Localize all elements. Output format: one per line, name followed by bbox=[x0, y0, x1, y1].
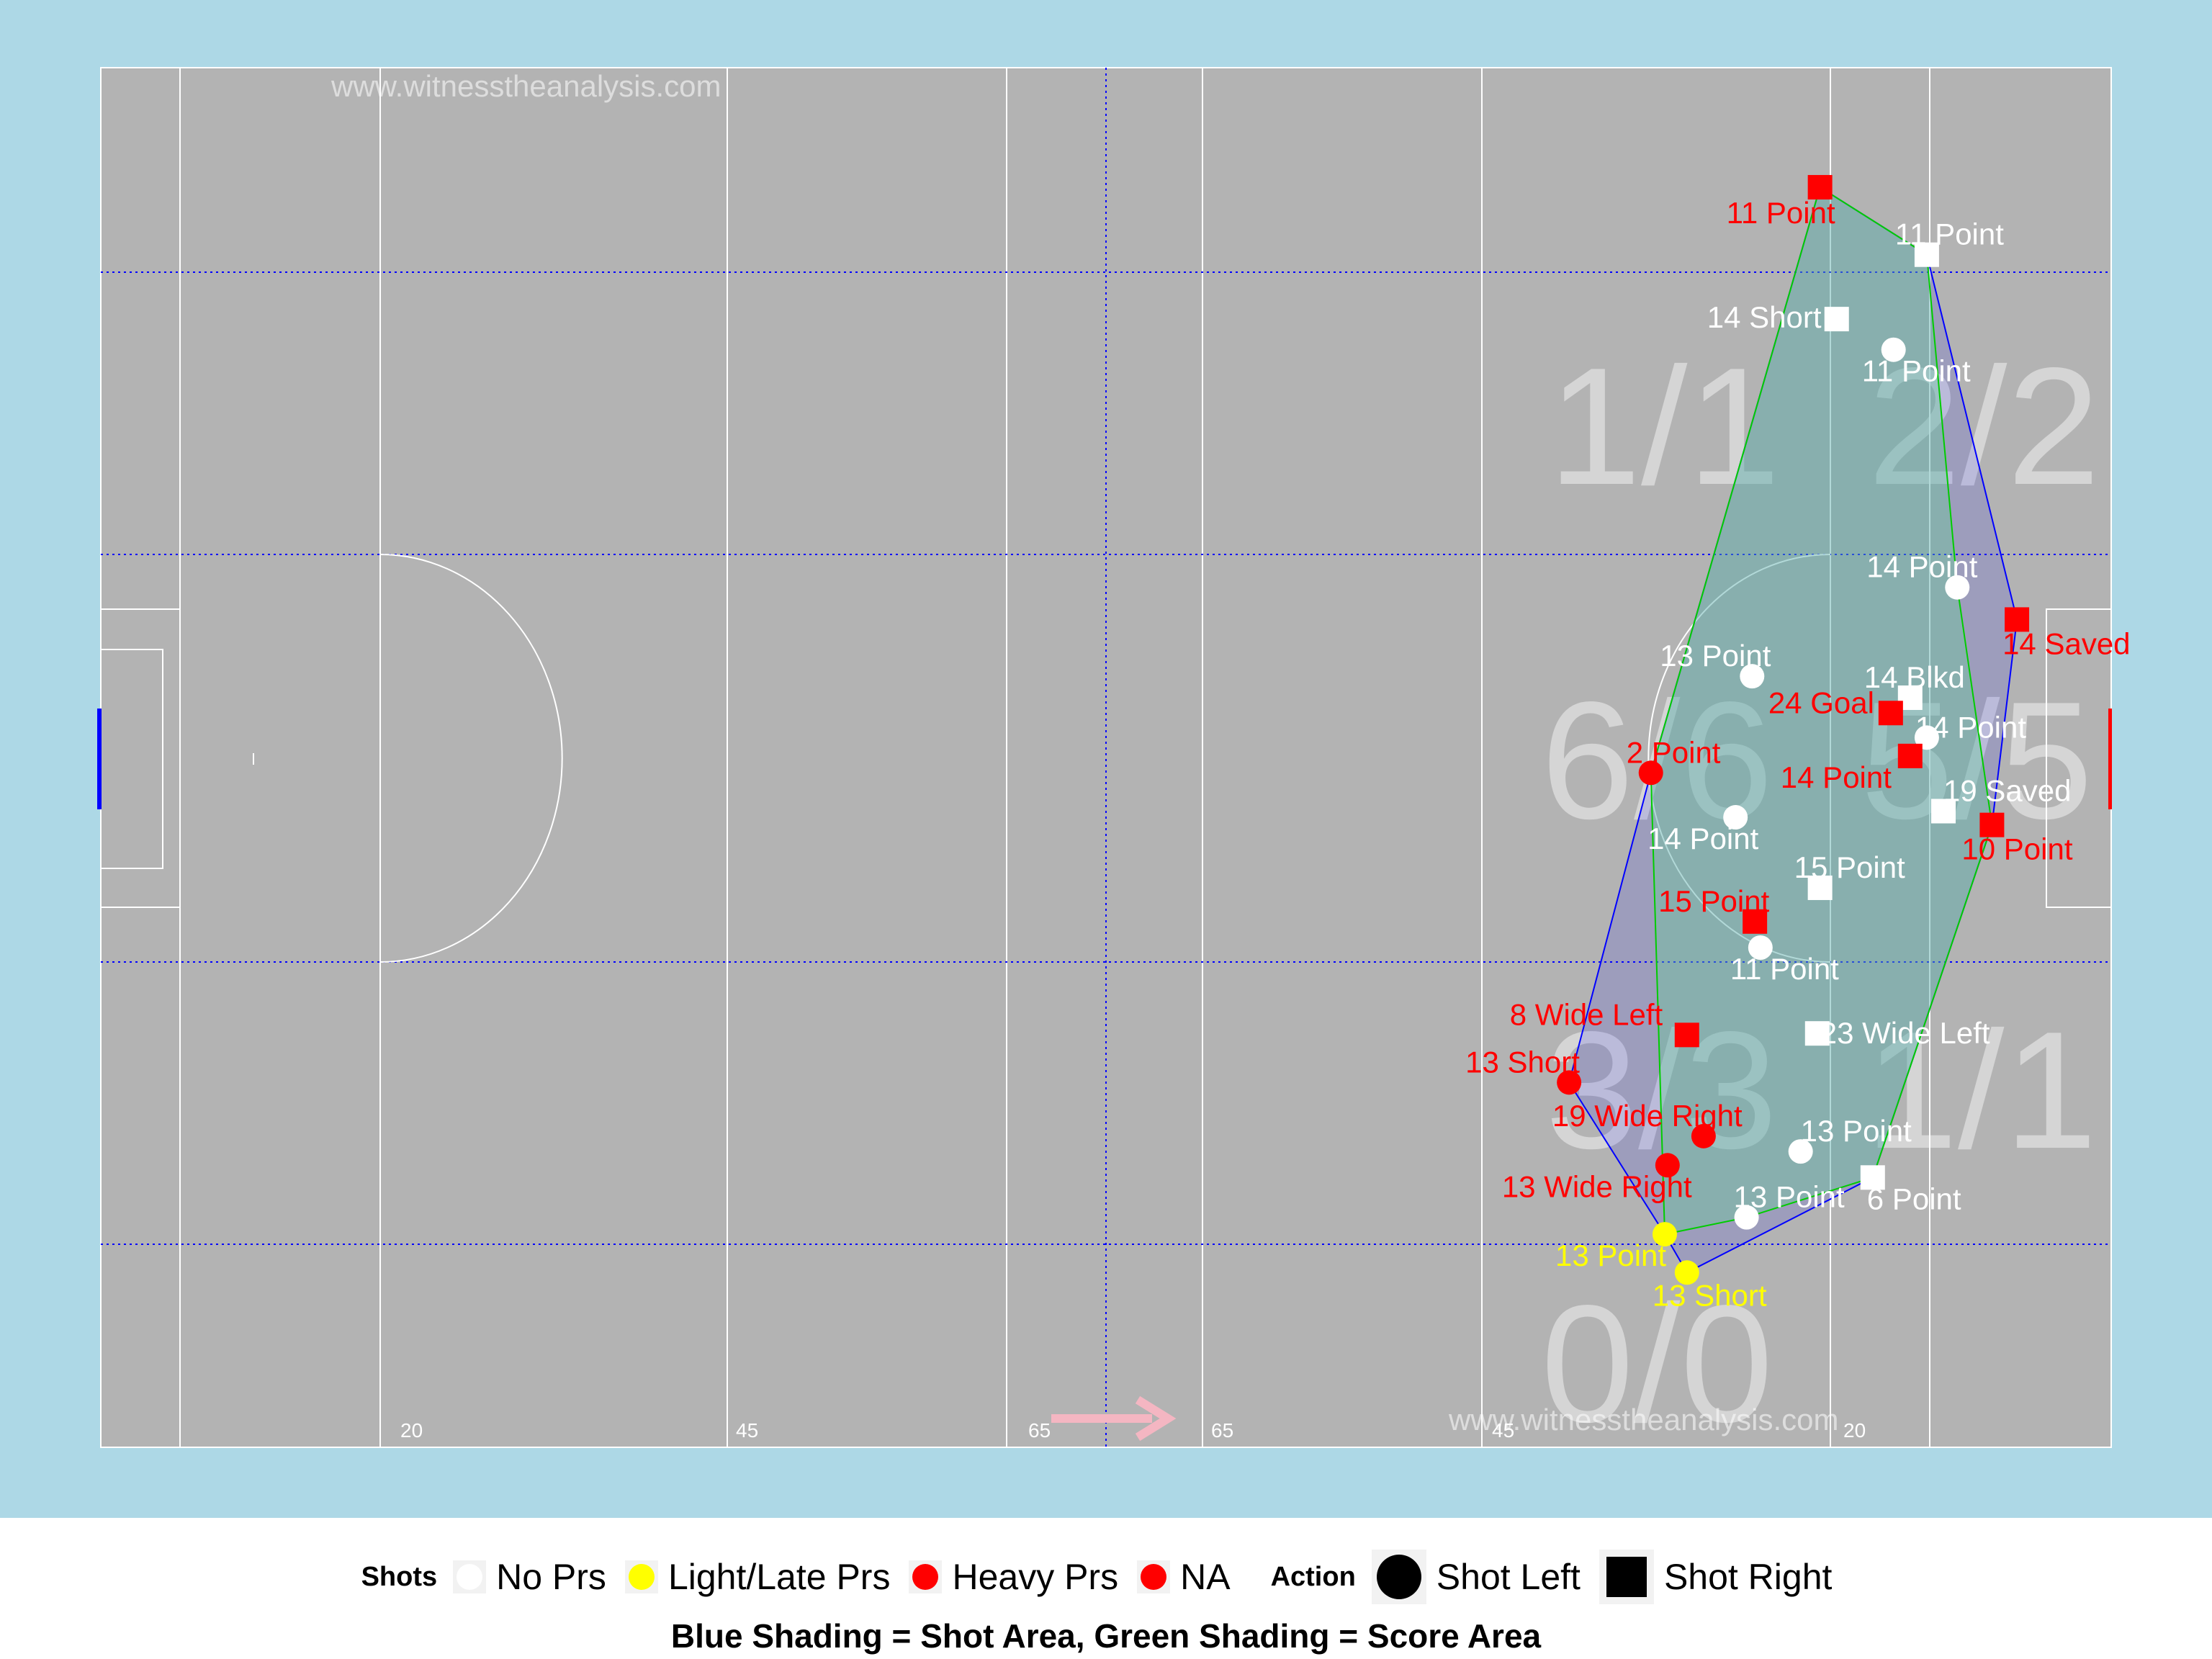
legend: Shots No Prs Light/Late Prs Heavy Prs NA… bbox=[0, 1548, 2212, 1606]
legend-item-heavy-prs: Heavy Prs bbox=[909, 1556, 1118, 1598]
shot-point-circle bbox=[1691, 1123, 1716, 1148]
shot-point-square bbox=[1674, 1022, 1699, 1048]
shot-label: 13 Point bbox=[1734, 1180, 1845, 1214]
legend-item-shot-right: Shot Right bbox=[1599, 1550, 1832, 1604]
circle-icon bbox=[1376, 1555, 1421, 1599]
shot-label: 13 Wide Right bbox=[1502, 1169, 1692, 1203]
shot-point-circle bbox=[1881, 337, 1906, 362]
pitch-label: 20 bbox=[400, 1419, 423, 1442]
shot-point-circle bbox=[1638, 760, 1663, 786]
legend-item-shot-left: Shot Left bbox=[1371, 1550, 1581, 1604]
shot-label: 2 Point bbox=[1627, 735, 1721, 769]
watermark: www.witnesstheanalysis.com bbox=[1448, 1403, 1839, 1437]
shot-label: 13 Point bbox=[1555, 1238, 1666, 1272]
shot-point-circle bbox=[1748, 935, 1773, 960]
shot-label: 24 Goal bbox=[1768, 685, 1874, 719]
shot-label: 6 Point bbox=[1867, 1182, 1961, 1215]
shot-point-square bbox=[1807, 175, 1833, 200]
legend-shots-title: Shots bbox=[361, 1561, 438, 1592]
shot-point-square bbox=[1979, 812, 2005, 837]
legend-label: NA bbox=[1180, 1557, 1231, 1597]
legend-item-no-prs: No Prs bbox=[453, 1556, 606, 1598]
shot-label: 11 Point bbox=[1862, 354, 1971, 388]
shot-label: 13 Short bbox=[1465, 1045, 1580, 1079]
heavy-prs-dot-icon bbox=[912, 1564, 939, 1590]
shot-point-square bbox=[1743, 909, 1768, 934]
shot-point-square bbox=[1914, 242, 1939, 267]
watermark: www.witnesstheanalysis.com bbox=[331, 69, 721, 103]
zone-label: 0/0 bbox=[1541, 1271, 1773, 1457]
left-goal bbox=[97, 709, 102, 809]
shot-label: 13 Short bbox=[1653, 1278, 1767, 1312]
shot-point-circle bbox=[1740, 664, 1765, 689]
shot-point-circle bbox=[1914, 725, 1939, 750]
shot-area-hull bbox=[1568, 186, 2018, 1274]
square-icon bbox=[1606, 1557, 1647, 1597]
shot-point-square bbox=[1878, 701, 1903, 726]
shot-label: 13 Point bbox=[1801, 1114, 1912, 1148]
shot-point-square bbox=[1897, 743, 1923, 768]
legend-label: Heavy Prs bbox=[952, 1557, 1119, 1597]
shot-point-circle bbox=[1652, 1222, 1677, 1247]
shot-point-square bbox=[2005, 607, 2030, 632]
legend-label: Shot Right bbox=[1663, 1557, 1833, 1597]
shot-label: 11 Point bbox=[1730, 952, 1839, 986]
shot-label: 11 Point bbox=[1727, 196, 1835, 230]
shot-point-circle bbox=[1734, 1205, 1759, 1230]
shot-point-circle bbox=[1945, 575, 1970, 600]
shot-label: 19 Wide Right bbox=[1552, 1099, 1743, 1133]
light-prs-dot-icon bbox=[628, 1564, 655, 1590]
shot-label: 10 Point bbox=[1961, 832, 2072, 866]
pitch-label: 65 bbox=[1211, 1419, 1233, 1442]
pitch-label: 20 bbox=[1843, 1419, 1866, 1442]
legend-label: No Prs bbox=[496, 1557, 606, 1597]
shot-point-square bbox=[1804, 1021, 1830, 1046]
legend-item-light-prs: Light/Late Prs bbox=[624, 1556, 891, 1598]
legend-label: Light/Late Prs bbox=[667, 1557, 891, 1597]
zone-label: 1/1 bbox=[1865, 997, 2098, 1184]
legend-item-na: NA bbox=[1137, 1556, 1231, 1598]
pitch-label: 45 bbox=[1492, 1419, 1514, 1442]
shot-point-square bbox=[1824, 307, 1849, 332]
shot-point-square bbox=[1860, 1165, 1885, 1190]
shot-label: 8 Wide Left bbox=[1510, 997, 1663, 1031]
legend-action-title: Action bbox=[1270, 1561, 1356, 1592]
shot-label: 13 Point bbox=[1660, 639, 1771, 673]
shot-point-circle bbox=[1557, 1070, 1582, 1095]
legend-label: Shot Left bbox=[1436, 1557, 1581, 1597]
zone-label: 1/1 bbox=[1548, 333, 1781, 520]
right-goal bbox=[2108, 709, 2112, 809]
shot-label: 14 Point bbox=[1781, 760, 1892, 794]
shot-label: 14 Saved bbox=[2002, 626, 2130, 660]
pitch-label: 65 bbox=[1028, 1419, 1051, 1442]
shot-label: 15 Point bbox=[1658, 884, 1769, 918]
pitch-label: 45 bbox=[736, 1419, 758, 1442]
shot-point-circle bbox=[1788, 1139, 1813, 1164]
direction-arrow-head bbox=[1135, 1395, 1177, 1442]
shot-point-square bbox=[1931, 799, 1956, 824]
shot-point-circle bbox=[1674, 1260, 1699, 1285]
shot-label: 11 Point bbox=[1895, 217, 2004, 251]
shot-label: 19 Saved bbox=[1943, 774, 2071, 808]
shot-point-square bbox=[1807, 875, 1833, 900]
caption: Blue Shading = Shot Area, Green Shading … bbox=[670, 1617, 1542, 1655]
left-arc bbox=[379, 554, 563, 963]
pitch-surface bbox=[100, 67, 2112, 1448]
shot-label: 14 Point bbox=[1915, 710, 2026, 744]
shot-label: 23 Wide Left bbox=[1820, 1016, 1990, 1050]
shot-point-circle bbox=[1655, 1153, 1680, 1178]
shot-point-circle bbox=[1723, 805, 1748, 830]
shot-label: 14 Short bbox=[1707, 300, 1822, 334]
na-dot-icon bbox=[1141, 1564, 1167, 1590]
pitch-svg: 20 45 65 65 45 20www.witnesstheanalysis.comww… bbox=[0, 0, 2212, 1518]
shot-label: 14 Point bbox=[1647, 822, 1758, 855]
no-prs-dot-icon bbox=[457, 1564, 483, 1590]
right-arc bbox=[1647, 554, 1831, 963]
shot-label: 14 Point bbox=[1866, 550, 1977, 584]
shot-label: 15 Point bbox=[1794, 850, 1905, 884]
shot-label: 14 Blkd bbox=[1864, 660, 1965, 694]
